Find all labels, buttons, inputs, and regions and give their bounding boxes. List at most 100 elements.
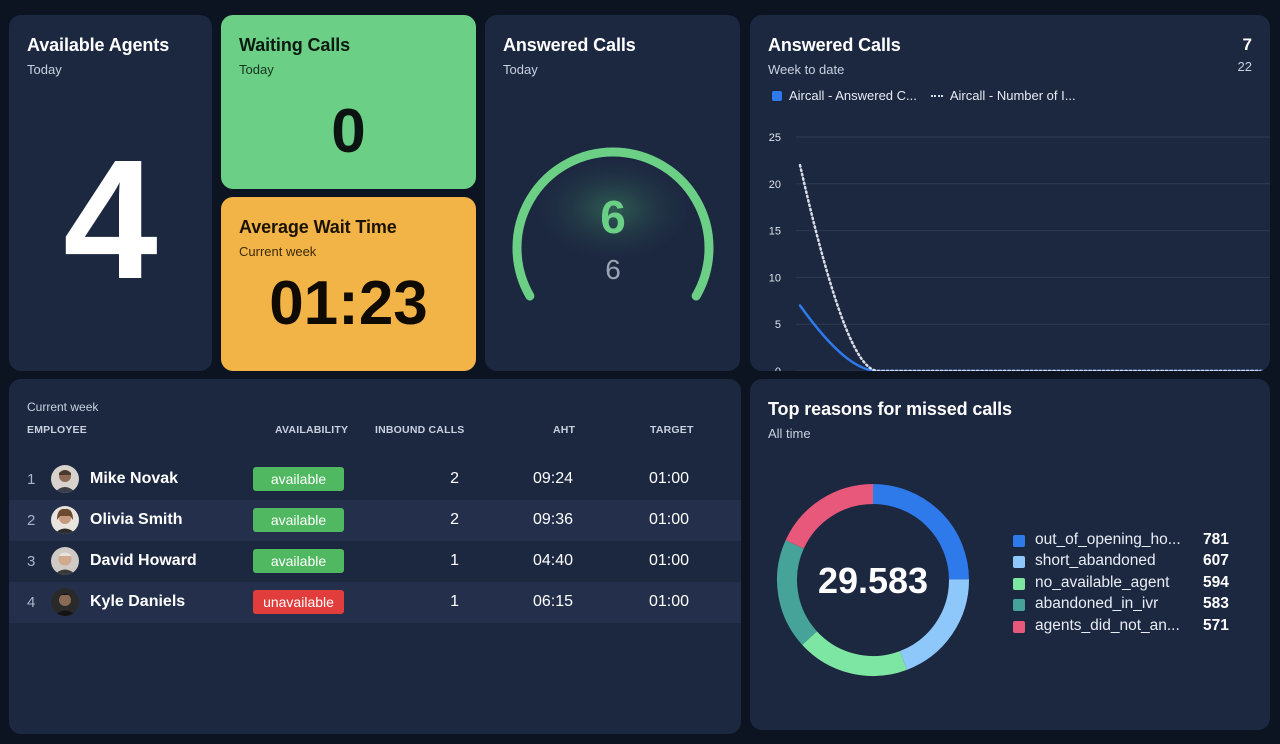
missed-calls-legend: out_of_opening_ho... 781 short_abandoned… <box>1013 531 1233 638</box>
legend-swatch-solid <box>772 90 782 101</box>
legend-swatch-dotted <box>930 94 943 97</box>
answered-calls-line-chart: 0 5 10 15 20 25 <box>769 132 1270 371</box>
y-tick-label: 20 <box>769 179 781 191</box>
line-chart-legend: Aircall - Answered C... Aircall - Number… <box>772 88 1076 103</box>
y-tick-label: 25 <box>769 132 781 144</box>
y-tick-label: 5 <box>775 319 781 331</box>
legend-label: no_available_agent <box>1035 573 1170 591</box>
missed-calls-title: Top reasons for missed calls <box>768 399 1012 419</box>
answered-calls-week-secondary: 22 <box>1237 59 1252 74</box>
target-value: 01:00 <box>649 511 690 528</box>
aht-value: 09:36 <box>533 511 574 528</box>
availability-badge: available <box>253 508 344 532</box>
agent-name: David Howard <box>90 552 197 569</box>
aht-value: 06:15 <box>533 593 574 610</box>
series-line-inbound <box>798 163 1270 371</box>
available-agents-value: 4 <box>63 125 158 315</box>
legend-value: 781 <box>1203 531 1229 548</box>
answered-calls-week-primary: 7 <box>1242 35 1252 54</box>
gauge-target: 6 <box>605 254 621 285</box>
target-value: 01:00 <box>649 593 690 610</box>
column-header-availability[interactable]: AVAILABILITY <box>275 424 349 436</box>
table-row[interactable]: 3 David Howard available 1 04:40 01:00 <box>9 541 741 582</box>
y-tick-label: 15 <box>769 226 781 238</box>
answered-calls-week-card: 0 5 10 15 20 25 Answered Calls Week to date 7… <box>750 15 1270 371</box>
table-row[interactable]: 2 Olivia Smith available 2 09:36 01:00 <box>9 500 741 541</box>
row-index: 3 <box>27 553 36 570</box>
availability-badge: available <box>253 549 344 573</box>
waiting-calls-subtitle: Today <box>239 62 274 77</box>
agent-table-card: Current week EMPLOYEE AVAILABILITY INBOU… <box>9 379 741 734</box>
waiting-calls-card: Waiting Calls Today 0 <box>221 15 476 189</box>
avatar <box>51 547 79 575</box>
legend-label: out_of_opening_ho... <box>1035 531 1181 548</box>
legend-swatch <box>1013 577 1025 590</box>
missed-calls-card: 29.583 Top reasons for missed calls All … <box>750 379 1270 730</box>
inbound-calls-value: 2 <box>450 511 459 528</box>
inbound-calls-value: 1 <box>450 552 459 569</box>
legend-item[interactable]: agents_did_not_an... 571 <box>1013 617 1233 638</box>
legend-item-answered[interactable]: Aircall - Answered C... <box>772 88 917 103</box>
agent-table-period: Current week <box>27 400 99 414</box>
available-agents-card: Available Agents Today 4 <box>9 15 212 371</box>
missed-calls-subtitle: All time <box>768 426 811 441</box>
column-header-aht[interactable]: AHT <box>553 424 576 436</box>
donut-slice[interactable] <box>899 579 969 670</box>
table-row[interactable]: 1 Mike Novak available 2 09:24 01:00 <box>9 459 741 500</box>
legend-swatch <box>1013 535 1025 547</box>
available-agents-subtitle: Today <box>27 62 62 77</box>
column-header-inbound-calls[interactable]: INBOUND CALLS <box>375 424 465 436</box>
donut-total: 29.583 <box>818 560 928 601</box>
average-wait-time-value: 01:23 <box>269 269 428 338</box>
available-agents-title: Available Agents <box>27 35 170 55</box>
average-wait-time-card: Average Wait Time Current week 01:23 <box>221 197 476 371</box>
answered-calls-week-subtitle: Week to date <box>768 62 845 77</box>
donut-slice[interactable] <box>872 484 969 580</box>
series-line-answered <box>798 304 1270 371</box>
answered-calls-today-title: Answered Calls <box>503 35 636 55</box>
avatar <box>51 506 79 534</box>
waiting-calls-title: Waiting Calls <box>239 35 351 55</box>
row-index: 2 <box>27 512 36 529</box>
aht-value: 04:40 <box>533 552 574 569</box>
legend-item[interactable]: out_of_opening_ho... 781 <box>1013 531 1233 552</box>
legend-item[interactable]: no_available_agent 594 <box>1013 574 1233 595</box>
y-tick-label: 10 <box>769 272 781 284</box>
agent-name: Mike Novak <box>90 470 179 487</box>
inbound-calls-value: 1 <box>450 593 459 610</box>
y-tick-label: 0 <box>775 366 781 371</box>
gauge-value: 6 <box>600 191 626 243</box>
missed-calls-donut: 29.583 <box>777 484 969 676</box>
legend-swatch <box>1013 599 1025 612</box>
agent-name: Kyle Daniels <box>90 593 186 610</box>
legend-item-inbound[interactable]: Aircall - Number of I... <box>930 88 1076 103</box>
answered-calls-today-card: 6 6 Answered Calls Today <box>485 15 740 371</box>
legend-item[interactable]: abandoned_in_ivr 583 <box>1013 595 1233 616</box>
donut-slice[interactable] <box>802 631 907 676</box>
target-value: 01:00 <box>649 470 690 487</box>
legend-value: 571 <box>1203 616 1229 634</box>
gauge-arc <box>512 147 714 301</box>
avatar <box>51 588 79 616</box>
donut-slice[interactable] <box>777 540 818 645</box>
row-index: 1 <box>27 471 36 488</box>
inbound-calls-value: 2 <box>450 470 459 487</box>
answered-calls-today-subtitle: Today <box>503 62 538 77</box>
legend-item[interactable]: short_abandoned 607 <box>1013 552 1233 573</box>
donut-slice[interactable] <box>785 484 874 549</box>
legend-value: 607 <box>1203 552 1229 570</box>
legend-value: 583 <box>1203 595 1229 613</box>
column-header-employee[interactable]: EMPLOYEE <box>27 424 87 436</box>
average-wait-time-title: Average Wait Time <box>239 217 397 237</box>
target-value: 01:00 <box>649 552 690 569</box>
availability-badge: available <box>253 467 344 491</box>
column-header-target[interactable]: TARGET <box>650 424 694 436</box>
legend-swatch <box>1013 620 1025 633</box>
answered-calls-week-title: Answered Calls <box>768 35 901 55</box>
avatar <box>51 465 79 493</box>
legend-label-inbound: Aircall - Number of I... <box>949 88 1076 103</box>
answered-calls-gauge: 6 6 <box>512 147 714 301</box>
table-row[interactable]: 4 Kyle Daniels unavailable 1 06:15 01:00 <box>9 582 741 623</box>
average-wait-time-subtitle: Current week <box>239 244 317 259</box>
legend-label: agents_did_not_an... <box>1035 616 1180 634</box>
